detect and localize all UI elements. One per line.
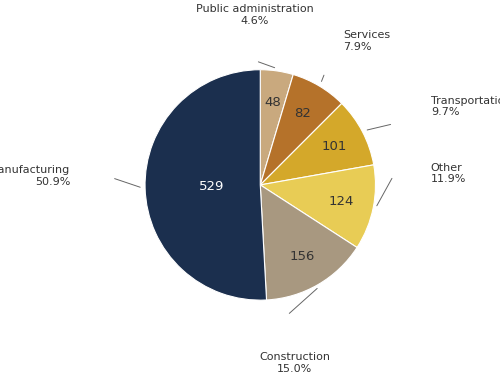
Text: Services
7.9%: Services 7.9% bbox=[343, 30, 390, 52]
Wedge shape bbox=[260, 70, 293, 185]
Text: 101: 101 bbox=[321, 140, 346, 153]
Text: Construction
15.0%: Construction 15.0% bbox=[260, 352, 330, 373]
Wedge shape bbox=[260, 185, 357, 300]
Text: 529: 529 bbox=[199, 180, 224, 193]
Text: Manufacturing
50.9%: Manufacturing 50.9% bbox=[0, 165, 70, 186]
Wedge shape bbox=[260, 165, 376, 248]
Wedge shape bbox=[260, 104, 374, 185]
Text: 156: 156 bbox=[289, 250, 314, 263]
Text: 48: 48 bbox=[264, 96, 280, 109]
Text: Transportation
9.7%: Transportation 9.7% bbox=[431, 96, 500, 118]
Wedge shape bbox=[145, 70, 266, 300]
Text: 82: 82 bbox=[294, 107, 311, 120]
Text: Other
11.9%: Other 11.9% bbox=[431, 163, 466, 184]
Wedge shape bbox=[260, 74, 342, 185]
Text: Public administration
4.6%: Public administration 4.6% bbox=[196, 4, 314, 26]
Text: 124: 124 bbox=[329, 195, 354, 208]
